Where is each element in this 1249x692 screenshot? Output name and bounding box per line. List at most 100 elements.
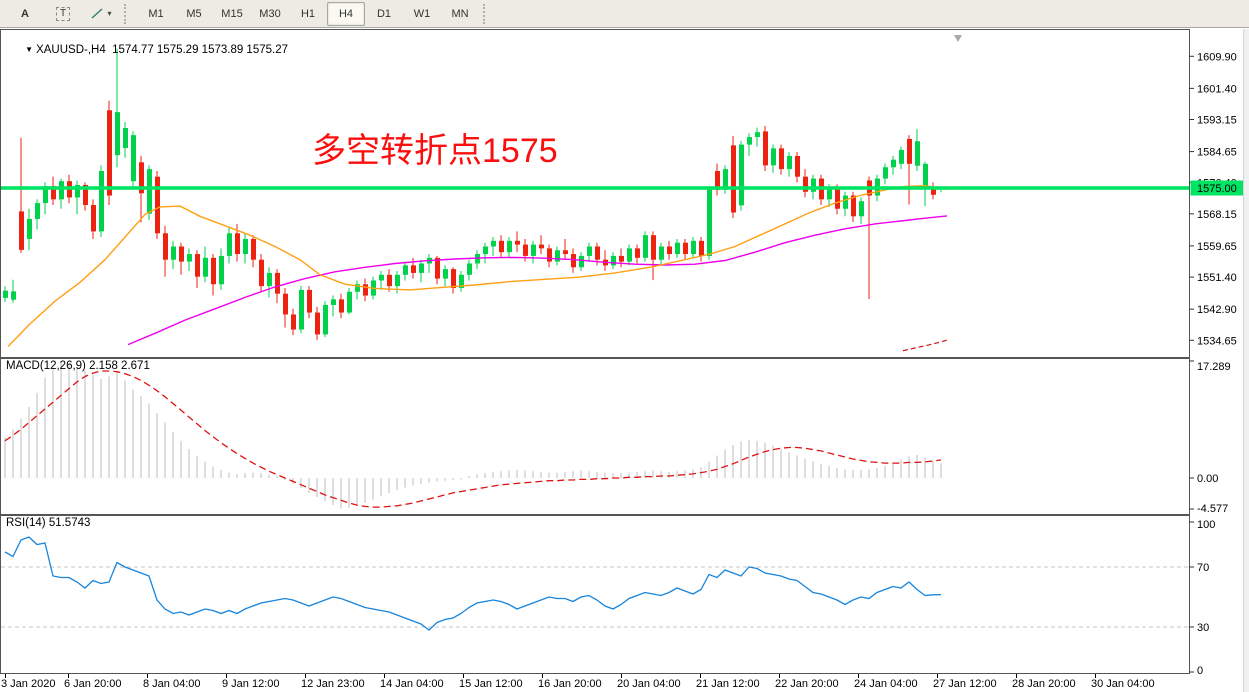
candle [147, 169, 152, 214]
candle [915, 141, 920, 166]
candle [587, 246, 592, 256]
main-chart-panel: 1609.901601.401593.151584.651576.401568.… [0, 29, 1249, 358]
time-tick [5, 674, 6, 678]
svg-text:70: 70 [1197, 562, 1209, 574]
svg-text:1542.90: 1542.90 [1197, 304, 1237, 316]
rsi-axis[interactable]: 100 70 30 0 [1189, 519, 1215, 674]
candle [331, 299, 336, 305]
ma-fast-orange [7, 184, 948, 347]
candle [163, 233, 168, 260]
candle [547, 248, 552, 262]
svg-text:1601.40: 1601.40 [1197, 83, 1237, 95]
macd-canvas[interactable]: 17.289 0.00 -4.577 [0, 358, 1249, 515]
candle [835, 188, 840, 209]
svg-text:100: 100 [1197, 519, 1215, 531]
candle [395, 274, 400, 287]
chart-title-ohlc: 1574.77 1575.29 1573.89 1575.27 [112, 44, 289, 56]
arrow-objects-button[interactable]: ▾ [82, 2, 120, 26]
rsi-canvas[interactable]: 100 70 30 0 [0, 515, 1249, 674]
macd-plot-border [0, 358, 1190, 515]
candle [75, 184, 80, 198]
candle [667, 246, 672, 255]
hline-price-badge [1190, 180, 1245, 196]
svg-text:1551.40: 1551.40 [1197, 272, 1237, 284]
candle [507, 240, 512, 253]
candle [403, 265, 408, 275]
timeframe-d1-button[interactable]: D1 [376, 7, 392, 20]
candle [339, 299, 344, 313]
candle [459, 274, 464, 289]
candle [907, 138, 912, 164]
time-label: 9 Jan 12:00 [222, 678, 280, 690]
main-chart-canvas[interactable]: 1609.901601.401593.151584.651576.401568.… [0, 29, 1249, 358]
candle [139, 162, 144, 194]
candle [11, 291, 16, 300]
timeframe-h4-button[interactable]: H4 [327, 1, 365, 26]
time-label: 20 Jan 04:00 [617, 678, 681, 690]
svg-text:0.00: 0.00 [1197, 473, 1218, 485]
main-plot-border [0, 29, 1190, 358]
candle [307, 289, 312, 313]
time-tick [1095, 674, 1096, 678]
candle [467, 263, 472, 275]
timeframe-w1-button[interactable]: W1 [413, 7, 431, 20]
candle [563, 250, 568, 255]
time-tick [700, 674, 701, 678]
timeframe-h1-button[interactable]: H1 [300, 7, 316, 20]
candle [259, 259, 264, 287]
time-axis[interactable]: 3 Jan 2020 6 Jan 20:00 8 Jan 04:00 9 Jan 12… [0, 674, 1249, 692]
svg-text:1568.15: 1568.15 [1197, 209, 1237, 221]
candle [243, 238, 248, 255]
timeframe-mn-button[interactable]: MN [451, 7, 469, 20]
time-label: 8 Jan 04:00 [143, 678, 201, 690]
time-label: 24 Jan 04:00 [854, 678, 918, 690]
time-tick [384, 674, 385, 678]
rsi-panel: 100 70 30 0 RSI(14) 51.5743 [0, 515, 1249, 674]
candle [83, 184, 88, 205]
candle [267, 272, 272, 287]
svg-text:0: 0 [1197, 665, 1203, 674]
time-tick [226, 674, 227, 678]
candle [379, 274, 384, 281]
candle [899, 149, 904, 164]
hline-1575[interactable] [1, 186, 1189, 190]
candle [691, 240, 696, 255]
time-tick [542, 674, 543, 678]
candle [707, 188, 712, 256]
time-tick [779, 674, 780, 678]
timeframe-m5-button[interactable]: M5 [186, 7, 202, 20]
chart-shift-marker-icon[interactable] [954, 35, 962, 42]
annotation-text[interactable]: 多空转折点1575 [312, 132, 558, 170]
timeframe-m1-button[interactable]: M1 [148, 7, 164, 20]
candle [579, 255, 584, 268]
ma-red-dashed [902, 339, 948, 352]
candle [755, 132, 760, 138]
candle [763, 131, 768, 166]
candle [795, 155, 800, 177]
price-axis[interactable]: 1609.901601.401593.151584.651576.401568.… [1189, 51, 1245, 347]
time-tick [305, 674, 306, 678]
candle [651, 235, 656, 260]
candle [3, 290, 8, 298]
text-tool-button[interactable]: T [44, 2, 82, 26]
time-label: 22 Jan 20:00 [775, 678, 839, 690]
macd-axis[interactable]: 17.289 0.00 -4.577 [1189, 360, 1231, 515]
candle [411, 265, 416, 273]
candle [611, 255, 616, 266]
candle [571, 254, 576, 268]
candle [155, 176, 160, 234]
candle [347, 291, 352, 313]
timeframe-m15-button[interactable]: M15 [221, 7, 243, 20]
time-tick [1016, 674, 1017, 678]
candle [19, 211, 24, 250]
candle [883, 167, 888, 179]
candle [299, 289, 304, 330]
candle [227, 233, 232, 256]
svg-text:17.289: 17.289 [1197, 361, 1231, 373]
collapse-triangle-icon[interactable]: ▼ [25, 45, 34, 54]
timeframe-m30-button[interactable]: M30 [259, 7, 281, 20]
svg-text:1534.65: 1534.65 [1197, 335, 1237, 347]
a-tool-button[interactable]: A [21, 7, 29, 20]
candle [219, 255, 224, 285]
